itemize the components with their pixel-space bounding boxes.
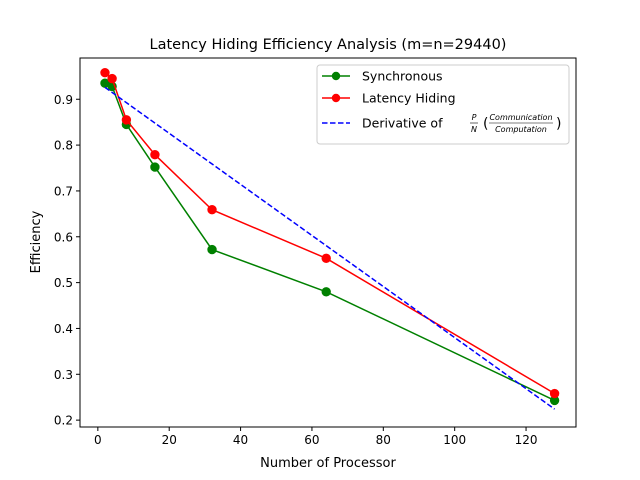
data-point-1 (121, 115, 132, 125)
legend-math-num: P (472, 113, 477, 122)
legend-label: Derivative of (362, 116, 443, 131)
data-point-1 (107, 73, 117, 84)
x-axis: 0 20 40 60 80 100 120 (94, 427, 537, 447)
series-line-2 (104, 86, 556, 410)
data-point-0 (321, 287, 331, 297)
y-tick-label: 0.3 (54, 368, 73, 382)
legend-label: Synchronous (362, 69, 443, 84)
y-tick-label: 0.5 (54, 276, 73, 290)
y-tick-label: 0.4 (54, 322, 73, 336)
data-point-0 (207, 244, 217, 255)
legend-math-inner-den: Computation (495, 125, 547, 134)
data-point-1 (321, 253, 331, 264)
data-point-1 (207, 205, 217, 215)
x-tick-label: 20 (162, 433, 177, 447)
y-tick-label: 0.6 (54, 230, 73, 244)
data-point-0 (150, 162, 160, 172)
y-tick-label: 0.2 (54, 414, 73, 428)
legend-box (316, 64, 570, 145)
data-point-1 (549, 388, 560, 399)
legend-math-paren-right: ) (556, 116, 561, 132)
x-tick-label: 120 (515, 433, 538, 447)
legend-label: Latency Hiding (362, 91, 456, 106)
data-point-1 (150, 150, 160, 160)
legend-math-paren-left: ( (483, 116, 488, 132)
y-tick-label: 0.7 (54, 184, 73, 198)
x-tick-label: 80 (376, 433, 391, 447)
y-axis: 0.2 0.3 0.4 0.5 0.6 0.7 0.8 0.9 (54, 93, 80, 428)
y-tick-label: 0.8 (54, 139, 73, 153)
legend: Synchronous Latency Hiding Derivative of PN… (316, 64, 570, 145)
legend-marker (331, 93, 341, 103)
plot-frame (79, 57, 577, 428)
x-tick-label: 40 (233, 433, 248, 447)
chart-title: Latency Hiding Efficiency Analysis (m=n=… (150, 37, 507, 53)
y-axis-label: Efficiency (29, 210, 44, 273)
legend-math-inner-num: Communication (489, 113, 552, 122)
y-tick-label: 0.9 (54, 93, 73, 107)
x-axis-label: Number of Processor (260, 456, 396, 471)
legend-marker (331, 71, 341, 81)
data-point-1 (100, 67, 110, 78)
x-tick-label: 100 (443, 433, 466, 447)
x-tick-label: 60 (304, 433, 319, 447)
legend-math-den: N (471, 125, 477, 134)
x-tick-label: 0 (94, 433, 102, 447)
